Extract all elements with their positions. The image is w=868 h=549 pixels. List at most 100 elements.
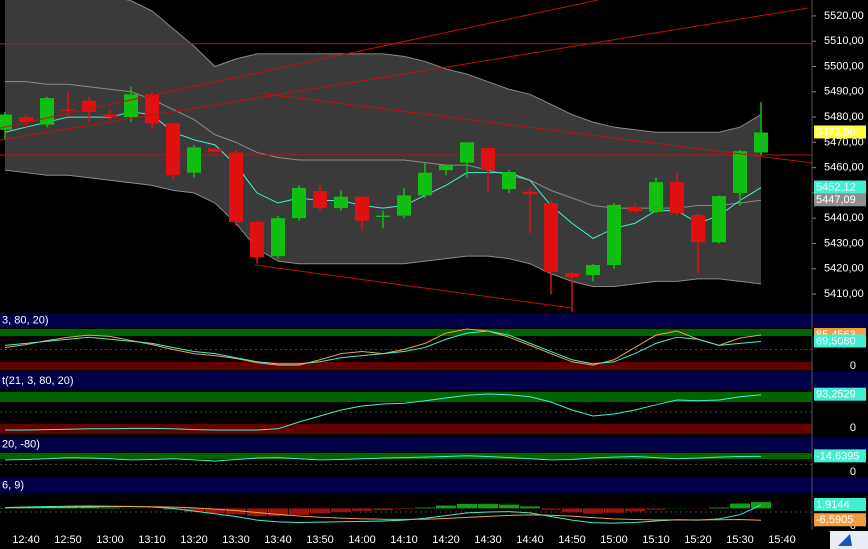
- value-label: 93,2529: [816, 389, 856, 401]
- candle-body: [145, 94, 159, 124]
- oversold-zone: [0, 362, 812, 370]
- x-tick-label: 14:40: [516, 534, 544, 546]
- histogram-bar: [562, 508, 582, 513]
- overbought-zone: [0, 329, 812, 336]
- trend-line: [0, 0, 599, 129]
- x-tick-label: 15:10: [642, 534, 670, 546]
- panel-header: [0, 372, 868, 390]
- trend-line: [254, 264, 573, 309]
- histogram-bar: [709, 507, 729, 509]
- candle-body: [628, 206, 642, 212]
- x-tick-label: 13:20: [180, 534, 208, 546]
- x-tick-label: 14:30: [474, 534, 502, 546]
- indicator-line: [5, 393, 762, 431]
- bollinger-upper: [125, 0, 762, 133]
- indicator-line: [4, 506, 762, 521]
- histogram-bar: [79, 507, 99, 509]
- candle-body: [397, 195, 411, 216]
- histogram-bar: [394, 508, 414, 510]
- histogram-bar: [520, 506, 540, 509]
- candle-body: [376, 215, 390, 217]
- value-label-box: [814, 125, 866, 139]
- overbought-zone: [0, 453, 812, 459]
- histogram-bar: [415, 507, 435, 509]
- x-tick-label: 13:40: [264, 534, 292, 546]
- value-label: 1,9144: [816, 499, 850, 511]
- x-tick-label: 12:50: [54, 534, 82, 546]
- histogram-bar: [184, 508, 204, 512]
- histogram-bar: [541, 508, 561, 510]
- candle-body: [82, 100, 96, 113]
- histogram-bar: [289, 508, 309, 515]
- candle-body: [313, 191, 327, 209]
- value-label: 5447,09: [816, 194, 856, 206]
- histogram-bar: [352, 508, 372, 511]
- panel-tick-label: 0: [850, 466, 856, 478]
- indicator-line: [4, 455, 762, 462]
- candle-body: [565, 273, 579, 277]
- x-tick-label: 13:30: [222, 534, 250, 546]
- scroll-button[interactable]: [830, 531, 868, 549]
- y-tick-label: 5520,00: [824, 10, 864, 22]
- candle-body: [355, 196, 369, 221]
- histogram-bar: [499, 504, 519, 509]
- panel-header: [0, 478, 868, 493]
- bollinger-lower: [4, 169, 762, 287]
- candle-body: [334, 196, 348, 209]
- histogram-bar: [205, 508, 225, 514]
- histogram-bar: [310, 508, 330, 514]
- candle-body: [754, 132, 768, 153]
- histogram-bar: [646, 508, 666, 510]
- histogram-bar: [226, 508, 246, 515]
- histogram-bar: [583, 508, 603, 514]
- candle-body: [229, 152, 243, 222]
- panel-title: t(21, 3, 80, 20): [2, 375, 74, 387]
- candle-body: [103, 114, 117, 118]
- panel-tick-label: 0: [850, 360, 856, 372]
- x-tick-label: 15:20: [684, 534, 712, 546]
- candle-body: [502, 172, 516, 190]
- histogram-bar: [163, 508, 183, 510]
- y-tick-label: 5420,00: [824, 263, 864, 275]
- candle-body: [733, 151, 747, 193]
- candle-body: [271, 218, 285, 257]
- candle-body: [691, 215, 705, 243]
- y-tick-label: 5440,00: [824, 212, 864, 224]
- panel-title: 20, -80): [2, 438, 40, 450]
- x-tick-label: 15:30: [726, 534, 754, 546]
- x-tick-label: 14:20: [432, 534, 460, 546]
- candle-body: [481, 148, 495, 171]
- y-tick-label: 5480,00: [824, 111, 864, 123]
- candle-body: [649, 182, 663, 212]
- value-label-box: [814, 334, 866, 348]
- candle-body: [670, 182, 684, 214]
- value-label-box: [814, 497, 866, 511]
- x-tick-label: 13:50: [306, 534, 334, 546]
- histogram-bar: [373, 508, 393, 511]
- panel-tick-label: 0: [850, 422, 856, 434]
- histogram-bar: [58, 507, 78, 509]
- candle-body: [292, 187, 306, 219]
- value-label-box: [814, 193, 866, 207]
- candle-body: [166, 123, 180, 176]
- value-label: 5473,90: [816, 126, 856, 138]
- histogram-bar: [478, 504, 498, 509]
- histogram-bar: [604, 508, 624, 513]
- value-label: -6,5905: [816, 514, 853, 526]
- histogram-bar: [100, 507, 120, 509]
- candle-body: [187, 147, 201, 173]
- candle-body: [250, 221, 264, 258]
- value-label-box: [814, 513, 866, 527]
- y-tick-label: 5490,00: [824, 86, 864, 98]
- candle-body: [19, 117, 33, 123]
- y-tick-label: 5410,00: [824, 288, 864, 300]
- x-tick-label: 13:10: [138, 534, 166, 546]
- button-icon: [838, 534, 852, 546]
- histogram-bar: [625, 508, 645, 512]
- x-tick-label: 12:40: [12, 534, 40, 546]
- indicator-line: [4, 330, 762, 365]
- x-tick-label: 14:00: [348, 534, 376, 546]
- x-tick-label: 14:50: [558, 534, 586, 546]
- candle-body: [439, 165, 453, 171]
- candle-body: [523, 191, 537, 195]
